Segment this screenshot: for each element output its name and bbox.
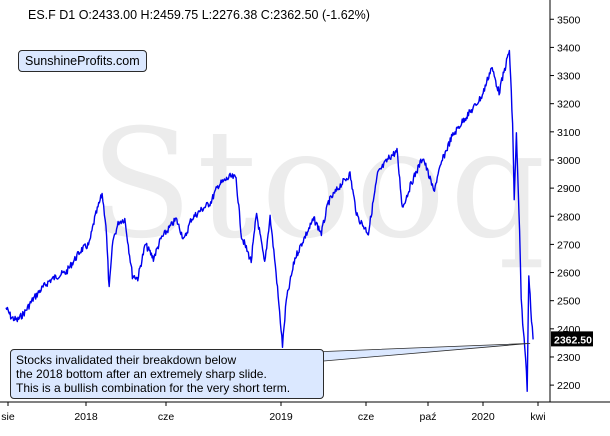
x-tick-label: 2018 — [74, 411, 98, 423]
annotation-line-3: This is a bullish combination for the ve… — [16, 381, 291, 395]
price-line — [5, 49, 534, 392]
y-tick-label: 2900 — [557, 183, 581, 195]
y-tick-label: 2800 — [557, 211, 581, 223]
ohlc-header: ES.F D1 O:2433.00 H:2459.75 L:2276.38 C:… — [28, 8, 370, 22]
y-tick-label: 2600 — [557, 268, 581, 280]
x-tick-label: 2019 — [269, 411, 293, 423]
x-tick-label: paź — [420, 411, 437, 423]
annotation-line-1: Stocks invalidated their breakdown below — [16, 353, 237, 367]
y-tick-label: 2200 — [557, 380, 581, 392]
y-tick-label: 3200 — [557, 99, 581, 111]
watermark: Stooq — [90, 98, 550, 272]
y-tick-label: 3400 — [557, 42, 581, 54]
x-tick-label: sie — [1, 411, 15, 423]
y-tick-label: 3100 — [557, 127, 581, 139]
annotation-pointer — [311, 342, 531, 363]
annotation-line-2: the 2018 bottom after an extremely sharp… — [16, 367, 267, 381]
x-tick-label: 2020 — [471, 411, 495, 423]
y-tick-label: 3300 — [557, 71, 581, 83]
last-price-badge — [551, 331, 593, 347]
y-tick-label: 3500 — [557, 14, 581, 26]
y-tick-label: 2300 — [557, 352, 581, 364]
y-tick-label: 2700 — [557, 239, 581, 251]
x-tick-label: cze — [358, 411, 375, 423]
x-tick-label: cze — [158, 411, 175, 423]
x-tick-label: kwi — [530, 411, 545, 423]
last-price-label: 2362.50 — [554, 334, 592, 346]
annotation-box: Stocks invalidated their breakdown below… — [10, 349, 324, 399]
brand-label: SunshineProfits.com — [18, 50, 147, 72]
y-tick-label: 3000 — [557, 155, 581, 167]
y-tick-label: 2500 — [557, 296, 581, 308]
